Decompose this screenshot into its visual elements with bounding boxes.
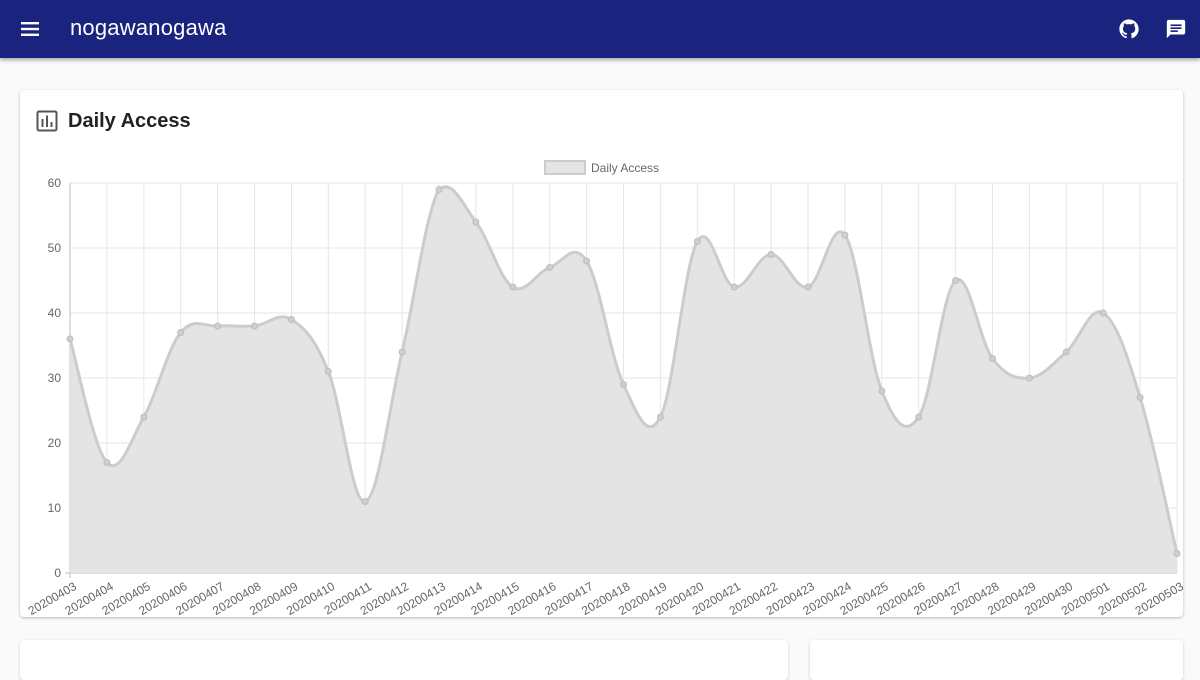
y-tick-label: 40 [48,306,62,320]
data-point [140,413,148,421]
y-tick-label: 10 [48,501,62,515]
data-point [287,316,295,323]
data-point [656,413,664,421]
app-title: nogawanogawa [70,15,227,40]
data-point [103,459,111,466]
daily-access-chart: 0102030405060202004032020040420200405202… [26,160,1183,617]
lower-right-card [810,640,1183,680]
card-title: Daily Access [68,110,191,132]
legend-label: Daily Access [591,161,659,175]
data-point [177,329,185,336]
menu-icon [21,22,39,36]
data-point [546,264,554,271]
data-point [915,413,923,421]
data-point [1136,394,1144,401]
bar-chart-icon [36,110,58,132]
data-point [398,348,406,356]
y-tick-label: 20 [48,436,62,450]
data-point [1099,309,1107,317]
github-button[interactable] [1112,12,1146,46]
app-bar: nogawanogawa [0,0,1200,58]
data-point [730,283,738,291]
data-point [767,251,775,258]
chart-legend: Daily Access [544,160,659,175]
data-point [214,322,222,330]
legend-swatch [544,160,586,175]
data-point [878,387,886,395]
lower-left-card [20,640,788,680]
data-point [1025,374,1033,382]
y-tick-label: 30 [48,371,62,385]
data-point [620,381,627,388]
data-point [361,498,369,505]
data-point [1173,550,1181,557]
data-point [952,277,960,284]
data-point [66,335,74,343]
data-point [472,218,480,226]
data-point [583,257,591,265]
data-point [435,186,443,193]
series-area [70,186,1177,573]
y-tick-label: 0 [54,566,61,580]
y-tick-label: 60 [48,176,62,190]
data-point [804,283,812,291]
series-line [68,185,1179,554]
daily-access-card: Daily Access 0 10 20 30 40 50 60 20200403 202004… [20,90,1183,617]
data-point [324,368,332,375]
feedback-icon [1166,19,1186,39]
data-point [989,355,996,362]
github-icon [1119,19,1139,39]
menu-button[interactable] [12,11,48,47]
data-point [509,283,517,291]
y-tick-label: 50 [48,241,62,255]
data-point [693,238,701,245]
feedback-button[interactable] [1159,12,1193,46]
data-point [1062,348,1070,356]
data-point [841,231,849,239]
data-point [251,322,258,330]
